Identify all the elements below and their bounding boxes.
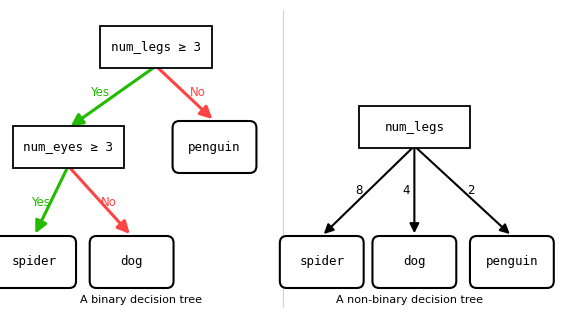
FancyBboxPatch shape (373, 236, 456, 288)
FancyBboxPatch shape (173, 121, 256, 173)
Text: dog: dog (403, 256, 426, 268)
Text: No: No (190, 87, 206, 100)
Text: penguin: penguin (486, 256, 538, 268)
Text: num_eyes ≥ 3: num_eyes ≥ 3 (23, 140, 113, 153)
FancyBboxPatch shape (90, 236, 174, 288)
Text: num_legs ≥ 3: num_legs ≥ 3 (111, 41, 201, 54)
Text: Yes: Yes (90, 87, 109, 100)
FancyBboxPatch shape (280, 236, 364, 288)
Text: penguin: penguin (188, 140, 241, 153)
Text: 2: 2 (467, 184, 474, 197)
Text: A binary decision tree: A binary decision tree (80, 295, 202, 305)
Text: spider: spider (12, 256, 57, 268)
Text: dog: dog (121, 256, 143, 268)
FancyBboxPatch shape (13, 126, 124, 168)
Text: No: No (101, 197, 117, 210)
Text: 8: 8 (355, 184, 363, 197)
Text: A non-binary decision tree: A non-binary decision tree (336, 295, 483, 305)
FancyBboxPatch shape (0, 236, 76, 288)
FancyBboxPatch shape (359, 106, 470, 148)
Text: 4: 4 (403, 184, 410, 197)
Text: num_legs: num_legs (384, 120, 445, 133)
FancyBboxPatch shape (101, 26, 212, 68)
Text: Yes: Yes (32, 197, 50, 210)
Text: spider: spider (300, 256, 344, 268)
FancyBboxPatch shape (470, 236, 554, 288)
